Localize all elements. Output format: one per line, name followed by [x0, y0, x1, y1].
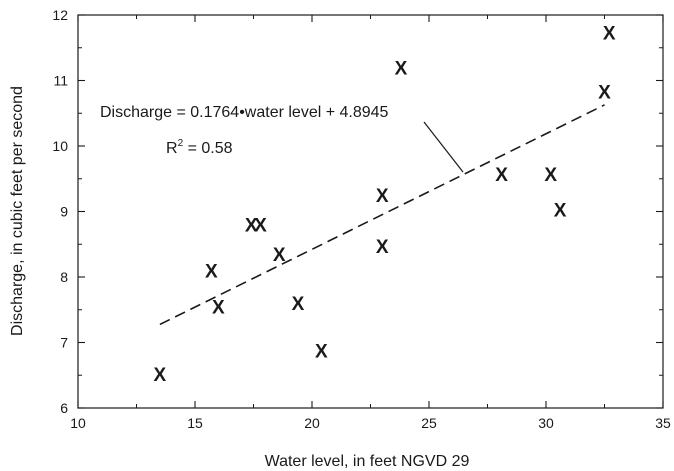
x-axis-tick-labels: 10 15 20 25 30 35 — [70, 415, 671, 431]
regression-trendline — [159, 104, 605, 326]
y-tick-label: 6 — [60, 400, 68, 416]
data-point-marker: X — [554, 201, 567, 222]
x-tick-label: 35 — [655, 415, 671, 431]
data-point-marker: X — [376, 186, 389, 207]
data-point-marker: X — [544, 165, 557, 186]
data-point-marker: X — [603, 24, 616, 45]
y-tick-label: 11 — [53, 73, 68, 89]
y-tick-label: 7 — [60, 335, 68, 351]
data-point-marker: X — [376, 237, 389, 258]
data-point-marker: X — [598, 83, 611, 104]
data-point-marker: X — [395, 58, 408, 79]
y-tick-label: 10 — [52, 138, 68, 154]
data-point-marker: X — [292, 294, 305, 315]
data-point-marker: X — [154, 365, 167, 386]
y-axis-title: Discharge, in cubic feet per second — [9, 86, 26, 336]
y-tick-label: 8 — [60, 269, 68, 285]
data-point-marker: X — [495, 165, 508, 186]
x-axis-ticks — [77, 15, 664, 408]
data-point-marker: X — [254, 216, 267, 237]
data-point-marker: X — [205, 261, 218, 282]
r-squared-prefix: R — [166, 140, 178, 157]
data-point-marker: X — [315, 341, 328, 362]
regression-equation: Discharge = 0.1764•water level + 4.8945 — [100, 104, 389, 121]
x-tick-label: 15 — [187, 415, 203, 431]
x-tick-label: 30 — [538, 415, 554, 431]
x-tick-label: 10 — [70, 415, 86, 431]
r-squared-value: = 0.58 — [183, 140, 232, 157]
y-axis-ticks — [78, 14, 663, 409]
r-squared-superscript: 2 — [178, 138, 184, 149]
y-tick-label: 9 — [60, 204, 68, 220]
x-tick-label: 20 — [304, 415, 320, 431]
y-tick-label: 12 — [52, 7, 68, 23]
data-point-marker: X — [245, 216, 258, 237]
data-point-marker: X — [212, 297, 225, 318]
y-axis-tick-labels: 6 7 8 9 10 11 12 — [52, 7, 68, 416]
plot-frame — [77, 14, 664, 409]
equation-leader-line — [423, 121, 464, 173]
x-axis-title: Water level, in feet NGVD 29 — [265, 453, 470, 470]
data-point-marker: X — [273, 245, 286, 266]
r-squared-label: R2 = 0.58 — [166, 138, 233, 157]
x-tick-label: 25 — [421, 415, 437, 431]
